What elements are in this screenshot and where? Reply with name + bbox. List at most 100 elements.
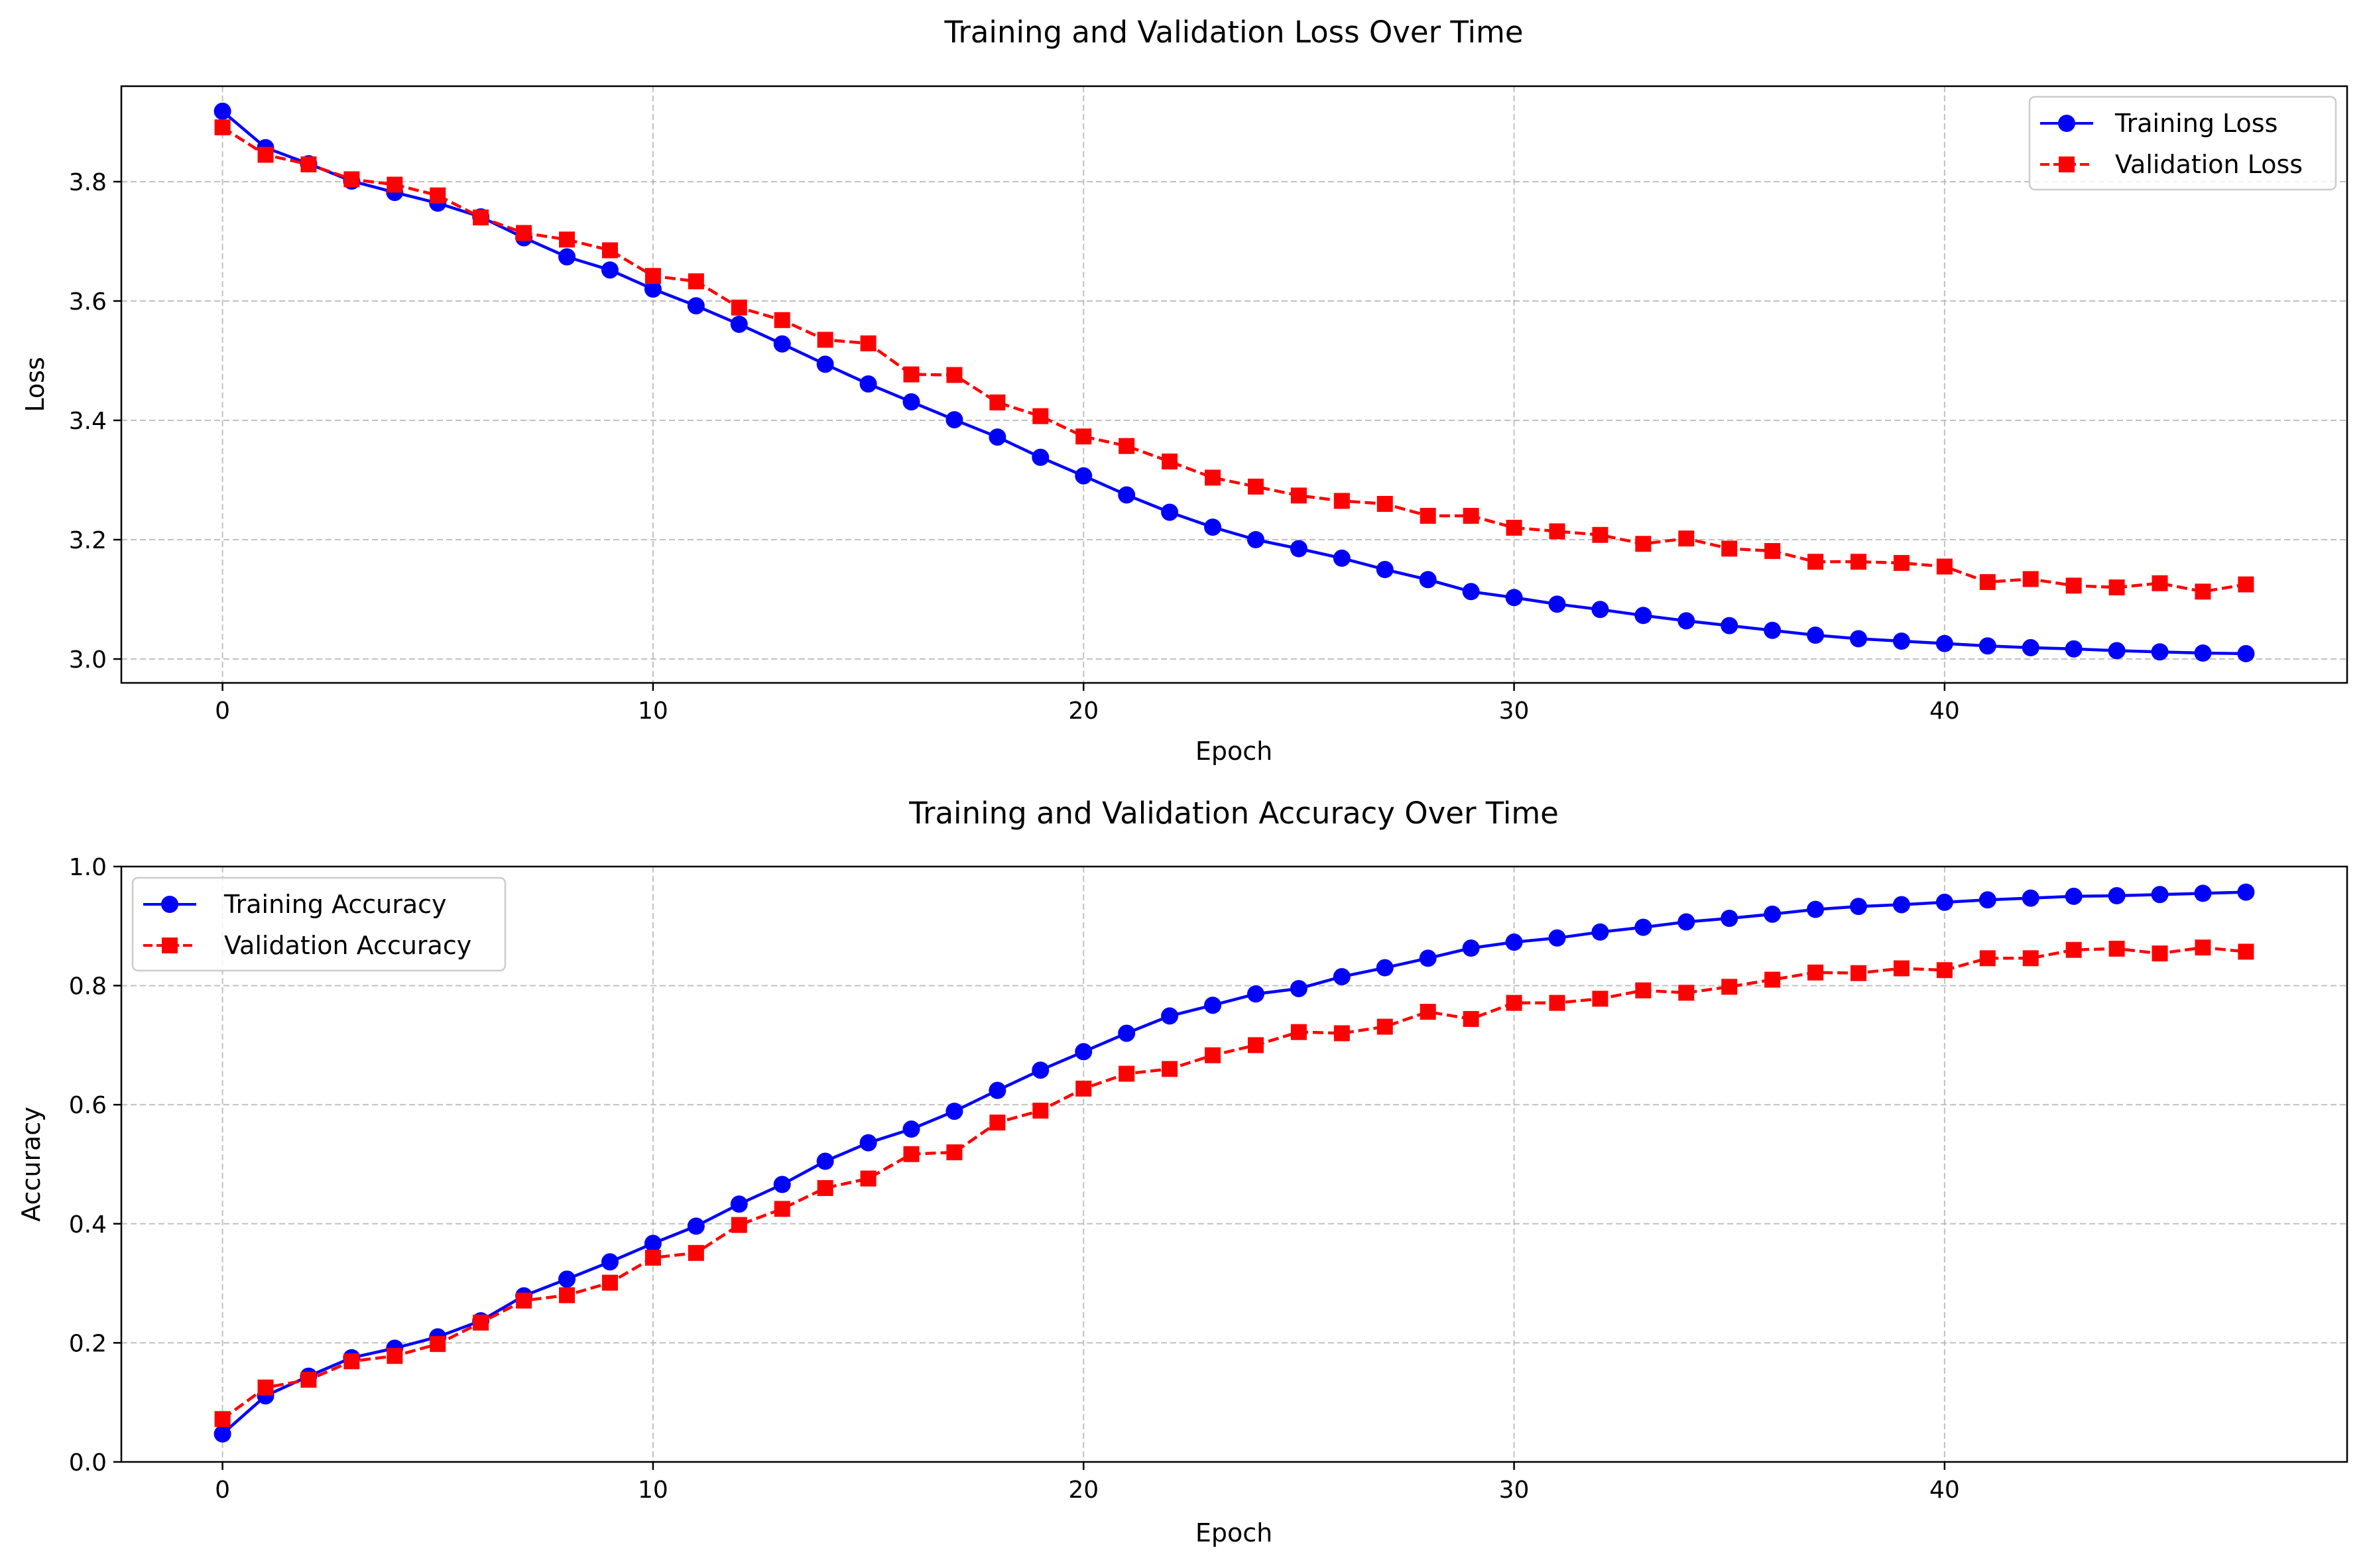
validation-loss-point — [2195, 583, 2211, 600]
validation-accuracy-point — [1333, 1025, 1350, 1042]
training-loss-point — [1118, 486, 1136, 504]
validation-loss-point — [946, 367, 963, 383]
loss-chart-x-tick-label: 30 — [1499, 697, 1530, 725]
training-accuracy-point — [1807, 900, 1825, 918]
training-loss-point — [1462, 583, 1480, 601]
validation-loss-point — [1592, 526, 1608, 543]
accuracy-chart-y-tick-label: 0.4 — [69, 1211, 107, 1238]
validation-loss-point — [2152, 575, 2168, 591]
training-loss-point — [989, 428, 1006, 446]
accuracy-chart-grid — [121, 866, 2347, 1463]
training-accuracy-point — [2065, 887, 2083, 905]
validation-accuracy-point — [1721, 979, 1738, 995]
validation-loss-point — [731, 299, 747, 316]
validation-loss-point — [1893, 555, 1910, 572]
loss-chart-y-tick-label: 3.0 — [69, 646, 107, 674]
validation-loss-point — [1807, 554, 1824, 570]
legend-square-marker — [2059, 156, 2075, 172]
loss-chart-x-tick-label: 20 — [1068, 697, 1099, 725]
validation-loss-point — [1549, 523, 1565, 540]
validation-accuracy-point — [1290, 1024, 1307, 1040]
training-loss-point — [859, 375, 877, 393]
legend-entry-validation-loss: Validation Loss — [2040, 150, 2303, 179]
validation-loss-point — [516, 225, 532, 241]
loss-chart-title: Training and Validation Loss Over Time — [943, 15, 1523, 50]
loss-chart-y-tick-label: 3.8 — [69, 169, 107, 196]
accuracy-chart-x-tick-label: 20 — [1068, 1477, 1099, 1504]
training-loss-point — [1978, 637, 1996, 655]
validation-accuracy-point — [860, 1170, 877, 1187]
validation-loss-point — [1979, 573, 1996, 590]
loss-chart-x-tick-label: 10 — [638, 697, 668, 725]
validation-accuracy-point — [1635, 982, 1652, 998]
validation-accuracy-point — [1119, 1065, 1135, 1082]
training-accuracy-point — [773, 1176, 791, 1193]
validation-loss-point — [343, 171, 360, 188]
validation-loss-point — [860, 335, 877, 351]
loss-chart-y-axis-label: Loss — [21, 357, 50, 412]
training-loss-point — [687, 297, 705, 315]
training-loss-point — [1290, 540, 1307, 558]
validation-loss-point — [1678, 530, 1695, 547]
validation-accuracy-point — [1420, 1004, 1436, 1020]
training-loss-point — [2194, 644, 2212, 662]
validation-accuracy-point — [1247, 1037, 1264, 1054]
training-loss-point — [1376, 561, 1394, 578]
validation-accuracy-point — [903, 1146, 920, 1162]
training-accuracy-point — [1548, 929, 1566, 947]
validation-accuracy-point — [601, 1274, 618, 1291]
training-accuracy-point — [1333, 968, 1351, 986]
validation-loss-point — [1721, 540, 1738, 557]
accuracy-chart-y-tick-label: 0.6 — [69, 1092, 107, 1119]
training-loss-point — [1333, 549, 1351, 567]
validation-accuracy-point — [1979, 950, 1996, 967]
training-loss-point — [902, 393, 920, 411]
training-accuracy-point — [2194, 884, 2212, 902]
loss-chart-x-tick-label: 40 — [1929, 697, 1960, 725]
loss-chart-x-tick-label: 0 — [215, 697, 230, 725]
validation-accuracy-point — [644, 1249, 661, 1266]
validation-loss-point — [1376, 496, 1393, 512]
validation-loss-point — [1635, 536, 1652, 552]
validation-loss-point — [2108, 579, 2125, 595]
validation-accuracy-point — [1936, 962, 1953, 979]
validation-loss-point — [989, 394, 1006, 410]
validation-accuracy-point — [1678, 985, 1695, 1001]
validation-loss-point — [2065, 577, 2082, 594]
training-accuracy-point — [730, 1195, 748, 1213]
validation-loss-point — [601, 242, 618, 259]
training-accuracy-point — [1376, 959, 1394, 977]
loss-chart-x-axis-label: Epoch — [1195, 737, 1272, 766]
legend-entry-validation-accuracy: Validation Accuracy — [143, 931, 471, 960]
validation-accuracy-point — [1205, 1047, 1221, 1063]
validation-loss-point — [1162, 453, 1178, 470]
training-loss-point — [1892, 633, 1910, 650]
validation-accuracy-point — [473, 1314, 489, 1331]
training-loss-point — [1677, 612, 1695, 630]
training-loss-point — [601, 261, 619, 279]
training-accuracy-point — [1118, 1024, 1136, 1042]
validation-loss-point — [1075, 428, 1092, 445]
validation-loss-point — [1290, 487, 1307, 504]
validation-accuracy-point — [2108, 940, 2125, 957]
training-accuracy-point — [859, 1134, 877, 1152]
training-loss-point — [558, 248, 576, 266]
validation-accuracy-point — [2065, 941, 2082, 958]
validation-accuracy-point — [1549, 995, 1565, 1011]
training-loss-point — [1634, 607, 1652, 625]
accuracy-chart-x-tick-label: 40 — [1929, 1477, 1960, 1504]
validation-loss-point — [430, 187, 446, 204]
training-loss-point — [2022, 638, 2039, 656]
accuracy-chart-plot-frame — [120, 865, 2348, 1463]
validation-accuracy-point — [430, 1336, 446, 1353]
validation-accuracy-point — [774, 1201, 790, 1217]
validation-loss-point — [1032, 408, 1049, 424]
validation-loss-point — [2022, 571, 2039, 587]
training-loss-point — [816, 355, 834, 373]
loss-chart-grid — [121, 86, 2347, 683]
training-accuracy-point — [687, 1217, 705, 1235]
training-accuracy-point — [1850, 898, 1868, 916]
training-accuracy-point — [1462, 939, 1480, 957]
training-accuracy-point — [989, 1081, 1006, 1099]
training-loss-point — [1204, 518, 1222, 536]
